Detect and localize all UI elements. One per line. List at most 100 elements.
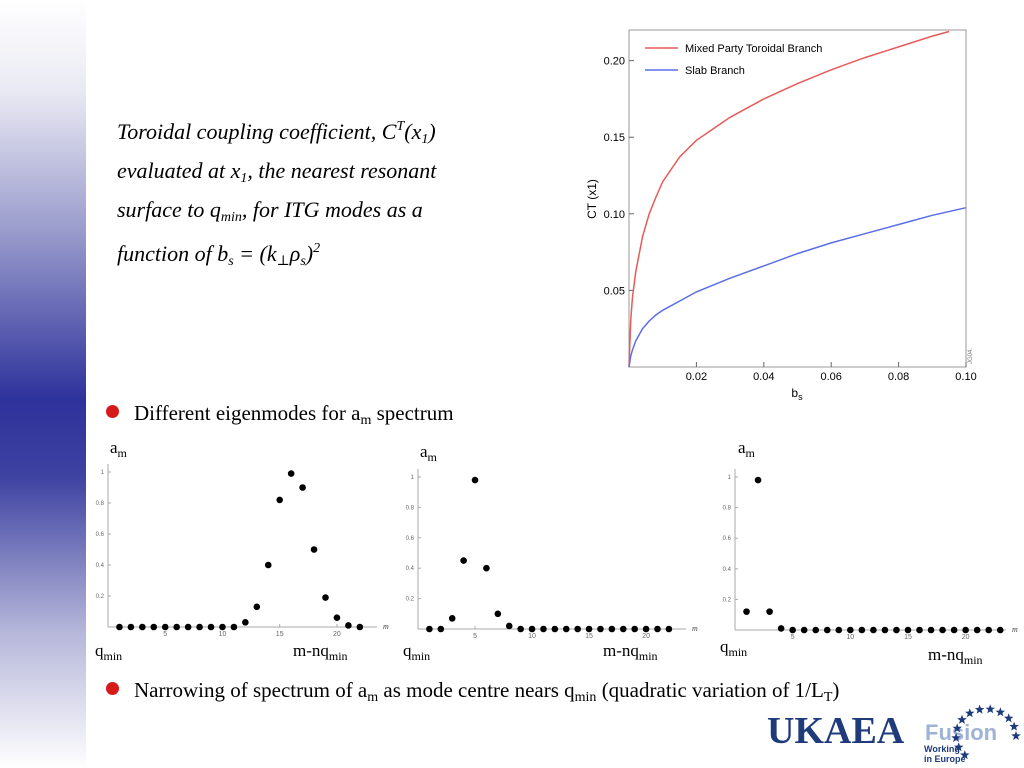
series-line-1 bbox=[628, 206, 967, 368]
data-point bbox=[437, 625, 445, 633]
data-point bbox=[219, 623, 226, 631]
x-tick-label: 15 bbox=[276, 631, 284, 638]
data-point bbox=[870, 626, 877, 634]
data-point bbox=[299, 484, 306, 491]
eu-star-icon bbox=[1003, 713, 1014, 723]
data-point bbox=[230, 623, 238, 631]
eu-star-icon bbox=[952, 723, 962, 733]
legend-entry: Mixed Party Toroidal Branch bbox=[685, 43, 822, 55]
data-point bbox=[540, 625, 547, 633]
scatter-plot-1: 0.20.40.60.815 10 15 20m bbox=[96, 464, 389, 638]
data-point bbox=[322, 594, 329, 601]
y-tick-label: 1 bbox=[728, 475, 732, 481]
x-axis-label: bs bbox=[791, 386, 803, 402]
x-tick-label: 0.06 bbox=[820, 371, 841, 383]
x-tick-label: 15 bbox=[904, 634, 912, 641]
data-point bbox=[916, 626, 923, 634]
y-tick-label: 0.6 bbox=[723, 536, 732, 542]
data-point bbox=[161, 623, 169, 631]
data-point bbox=[642, 625, 650, 633]
data-point bbox=[356, 623, 364, 631]
data-point bbox=[789, 626, 796, 634]
fusion-logo-text: Fusion bbox=[925, 720, 998, 745]
data-point bbox=[184, 623, 192, 631]
data-point bbox=[505, 622, 513, 630]
eu-star-icon bbox=[995, 707, 1006, 717]
data-point bbox=[116, 623, 123, 631]
data-point bbox=[287, 470, 295, 477]
plot-frame bbox=[628, 29, 967, 368]
data-point bbox=[517, 625, 524, 633]
data-point bbox=[927, 626, 935, 634]
y-tick-label: 0.05 bbox=[604, 285, 625, 297]
data-point bbox=[665, 625, 673, 633]
y-tick-label: 0.8 bbox=[723, 506, 732, 512]
legend-entry: Slab Branch bbox=[685, 65, 745, 77]
am-label-1: am bbox=[110, 438, 127, 460]
series-line-0 bbox=[628, 30, 950, 368]
data-point bbox=[276, 496, 284, 504]
y-tick-label: 0.2 bbox=[723, 597, 732, 603]
eu-star-icon bbox=[957, 714, 967, 724]
data-point bbox=[812, 626, 820, 634]
data-point bbox=[471, 476, 479, 484]
figure-caption: Toroidal coupling coefficient, CT(x1) eva… bbox=[117, 119, 437, 269]
x-tick-label: 20 bbox=[962, 634, 970, 641]
data-point bbox=[574, 625, 581, 633]
y-tick-label: 1 bbox=[101, 470, 105, 476]
qmin-label-2: qmin bbox=[403, 641, 431, 663]
y-tick-label: 0.10 bbox=[604, 209, 625, 221]
eu-star-icon bbox=[965, 708, 975, 718]
data-point bbox=[881, 626, 889, 634]
data-point bbox=[619, 625, 627, 633]
working-in-europe-text: Working in Europe bbox=[924, 744, 966, 764]
eu-star-icon bbox=[1011, 731, 1021, 740]
m-axis-label: m bbox=[692, 624, 698, 633]
bullet-narrowing: Narrowing of spectrum of am as mode cent… bbox=[106, 678, 839, 706]
y-tick-label: 0.15 bbox=[604, 132, 625, 144]
scatter-plot-2: 0.20.40.60.815 10 15 20m bbox=[406, 469, 698, 640]
y-tick-label: 0.4 bbox=[406, 566, 415, 572]
data-point bbox=[528, 625, 536, 633]
data-point bbox=[562, 625, 570, 633]
x-tick-label: 0.04 bbox=[753, 371, 774, 383]
data-point bbox=[173, 623, 180, 631]
x-tick-label: 5 bbox=[791, 634, 795, 641]
eu-star-icon bbox=[960, 750, 970, 760]
data-point bbox=[608, 625, 616, 633]
data-point bbox=[253, 603, 261, 611]
x-tick-label: 0.10 bbox=[955, 371, 976, 383]
x-tick-label: 10 bbox=[528, 633, 536, 640]
y-tick-label: 0.4 bbox=[96, 563, 105, 569]
am-label-2: am bbox=[420, 442, 437, 464]
bullet-dot bbox=[106, 405, 119, 418]
y-tick-label: 0.20 bbox=[604, 56, 625, 68]
mnq-label-3: m-nqmin bbox=[928, 645, 983, 667]
x-tick-label: 0.02 bbox=[686, 371, 707, 383]
data-point bbox=[754, 476, 762, 484]
mnq-label-2: m-nqmin bbox=[603, 641, 658, 663]
y-tick-label: 0.2 bbox=[96, 594, 105, 600]
data-point bbox=[985, 626, 993, 634]
y-tick-label: 0.8 bbox=[96, 501, 105, 507]
data-point bbox=[939, 626, 946, 634]
data-point bbox=[139, 623, 146, 631]
y-tick-label: 1 bbox=[411, 475, 415, 481]
data-point bbox=[631, 625, 638, 633]
eu-star-icon bbox=[951, 732, 961, 742]
y-tick-label: 0.6 bbox=[96, 532, 105, 538]
bullet-eigenmodes: Different eigenmodes for am spectrum bbox=[106, 401, 454, 429]
y-tick-label: 0.6 bbox=[406, 536, 415, 542]
data-point bbox=[585, 625, 593, 633]
data-point bbox=[494, 610, 502, 618]
y-axis-label: CT (x1) bbox=[585, 179, 599, 219]
data-point bbox=[847, 626, 854, 634]
data-point bbox=[196, 623, 203, 631]
x-tick-label: 10 bbox=[219, 631, 227, 638]
data-point bbox=[835, 626, 843, 634]
data-point bbox=[800, 626, 808, 634]
data-point bbox=[858, 626, 866, 634]
data-point bbox=[743, 608, 750, 615]
y-tick-label: 0.8 bbox=[406, 505, 415, 511]
